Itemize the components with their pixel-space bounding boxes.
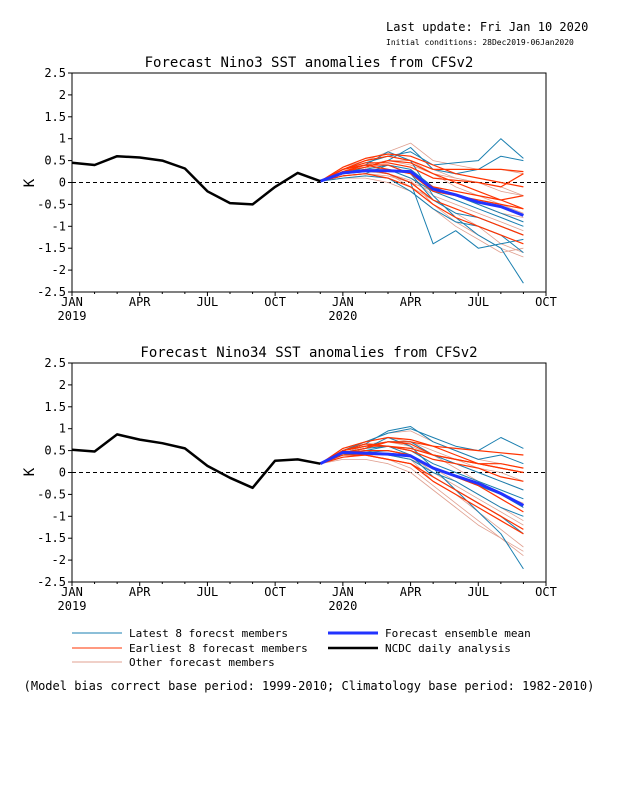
nino3-x-tick-label: OCT <box>264 295 286 309</box>
nino3-ensemble-mean-line <box>319 169 524 217</box>
nino34-x-tick-label: APR <box>400 585 422 599</box>
nino34-ensemble-mean-line <box>319 450 525 507</box>
nino34-chart-title: Forecast Nino34 SST anomalies from CFSv2 <box>140 345 477 361</box>
nino3-chart-title: Forecast Nino3 SST anomalies from CFSv2 <box>145 55 474 71</box>
nino34-x-tick-label: JUL <box>197 585 219 599</box>
nino34-earliest-member-line <box>320 454 524 530</box>
footnote-text: (Model bias correct base period: 1999-20… <box>24 679 595 693</box>
nino34-earliest-member-line <box>320 441 524 474</box>
nino34-latest-member-line <box>320 426 524 465</box>
nino34-y-tick-label: -1.5 <box>37 531 66 545</box>
nino3-year-label: 2020 <box>328 309 357 323</box>
legend-earliest-label: Earliest 8 forecast members <box>129 642 308 655</box>
legend-other-label: Other forecast members <box>129 656 275 669</box>
nino34-observed-line <box>71 433 321 490</box>
nino3-earliest-member-line <box>320 162 524 188</box>
nino34-y-axis-label: K <box>22 467 38 476</box>
nino34-year-label: 2020 <box>328 599 357 613</box>
nino34-x-tick-label: APR <box>129 585 151 599</box>
nino34-other-member-line <box>320 441 524 482</box>
initial-conditions-text: Initial conditions: 28Dec2019-06Jan2020 <box>386 38 574 47</box>
nino34-y-tick-label: -1 <box>52 509 66 523</box>
legend: Latest 8 forecst members Earliest 8 fore… <box>72 627 531 669</box>
nino34-y-tick-label: 0.5 <box>44 444 66 458</box>
nino34-x-tick-label: OCT <box>264 585 286 599</box>
nino3-x-tick-label: JAN <box>61 295 83 309</box>
nino3-y-tick-label: 1 <box>59 132 66 146</box>
nino34-y-tick-label: 1.5 <box>44 400 66 414</box>
nino34-earliest-member-line <box>319 443 524 469</box>
nino34-y-tick-label: -2.5 <box>37 575 66 589</box>
nino34-y-tick-label: -0.5 <box>37 487 66 501</box>
nino3-y-tick-label: -1 <box>52 219 66 233</box>
nino34-y-tick-label: 2 <box>59 378 66 392</box>
nino3-y-tick-label: 2 <box>59 88 66 102</box>
nino3-y-tick-label: 0.5 <box>44 154 66 168</box>
nino34-y-tick-label: 2.5 <box>44 356 66 370</box>
last-update-text: Last update: Fri Jan 10 2020 <box>386 20 588 34</box>
nino3-observed-line <box>71 154 321 206</box>
nino3-other-member-line <box>320 177 524 254</box>
nino3-x-tick-label: JUL <box>197 295 219 309</box>
nino34-chart: Forecast Nino34 SST anomalies from CFSv2… <box>22 345 557 613</box>
legend-latest-label: Latest 8 forecst members <box>129 627 288 640</box>
nino34-year-label: 2019 <box>58 599 87 613</box>
nino34-y-tick-label: 1 <box>59 422 66 436</box>
nino3-y-tick-label: 0 <box>59 176 66 190</box>
nino3-year-label: 2019 <box>58 309 87 323</box>
nino34-x-tick-label: JUL <box>467 585 489 599</box>
nino3-earliest-member-line <box>320 160 524 210</box>
nino3-x-tick-label: JAN <box>332 295 354 309</box>
nino34-earliest-member-line <box>320 454 524 535</box>
nino34-x-tick-label: JAN <box>332 585 354 599</box>
nino3-earliest-member-line <box>319 153 524 188</box>
nino3-y-tick-label: 2.5 <box>44 66 66 80</box>
nino3-y-tick-label: 1.5 <box>44 110 66 124</box>
nino3-earliest-member-line <box>320 173 524 245</box>
nino34-y-tick-label: 0 <box>59 466 66 480</box>
nino34-x-tick-label: OCT <box>535 585 557 599</box>
legend-mean-label: Forecast ensemble mean <box>385 627 531 640</box>
nino3-x-tick-label: JUL <box>467 295 489 309</box>
nino3-x-tick-label: APR <box>129 295 151 309</box>
nino3-y-tick-label: -2.5 <box>37 285 66 299</box>
nino34-y-tick-label: -2 <box>52 553 66 567</box>
nino3-y-tick-label: -2 <box>52 263 66 277</box>
nino34-earliest-member-line <box>319 445 524 482</box>
nino34-x-tick-label: JAN <box>61 585 83 599</box>
nino34-latest-member-line <box>320 428 524 465</box>
nino3-y-tick-label: -0.5 <box>37 197 66 211</box>
nino3-earliest-member-line <box>320 155 524 182</box>
nino3-y-axis-label: K <box>22 178 38 187</box>
nino34-other-member-line <box>320 458 524 552</box>
nino3-earliest-member-line <box>320 164 524 210</box>
nino3-other-member-line <box>320 155 524 214</box>
nino3-y-tick-label: -1.5 <box>37 241 66 255</box>
nino3-chart: Forecast Nino3 SST anomalies from CFSv2 … <box>22 55 557 323</box>
nino3-x-tick-label: OCT <box>535 295 557 309</box>
legend-obs-label: NCDC daily analysis <box>385 642 511 655</box>
nino3-x-tick-label: APR <box>400 295 422 309</box>
